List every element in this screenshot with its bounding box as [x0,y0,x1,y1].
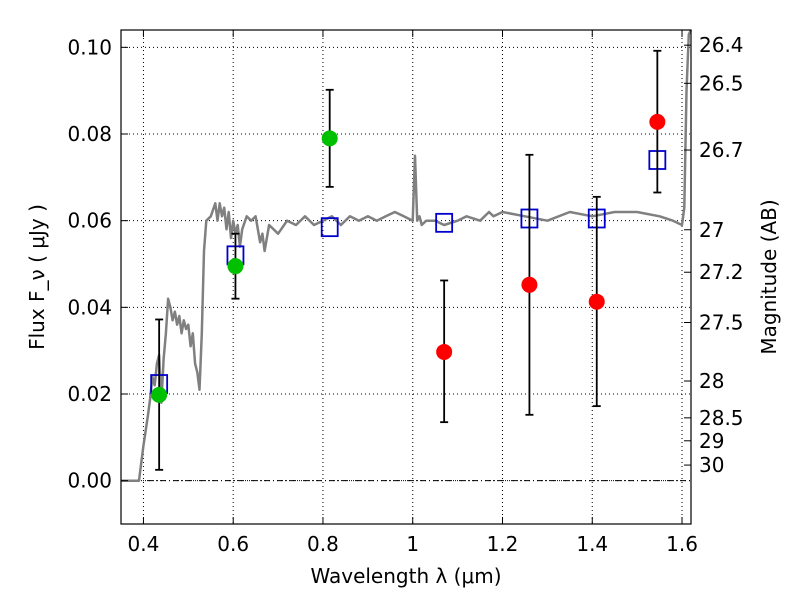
x-axis-label: Wavelength λ (μm) [310,564,501,588]
red-data-point [521,276,538,293]
magnitude-tick-label: 26.4 [699,33,744,57]
magnitude-tick-label: 28 [699,369,724,393]
x-tick-label: 0.6 [217,532,249,556]
y-tick-label: 0.08 [67,122,112,146]
model-box-marker [320,217,339,238]
magnitude-tick-label: 29 [699,429,724,453]
magnitude-tick-label: 27.5 [699,311,744,335]
x-tick-label: 1 [406,532,419,556]
axes-frame [120,29,692,525]
x-tick-label: 1.4 [576,532,608,556]
y-tick-label: 0.00 [67,469,112,493]
magnitude-tick-label: 30 [699,453,724,477]
y-tick-label: 0.10 [67,35,112,59]
magnitude-tick-label: 27.2 [699,260,744,284]
model-spectrum-line [121,29,693,482]
red-data-point [436,343,453,360]
magnitude-tick-label: 28.5 [699,406,744,430]
model-box-marker [435,212,454,233]
x-tick-label: 1.2 [487,532,519,556]
magnitude-tick-label: 26.5 [699,71,744,95]
x-tick-label: 1.6 [666,532,698,556]
magnitude-tick-label: 26.7 [699,138,744,162]
y-tick-label: 0.06 [67,209,112,233]
y-tick-label: 0.02 [67,382,112,406]
red-data-point [649,113,666,130]
y-tick-label: 0.04 [67,295,112,319]
x-tick-label: 0.4 [128,532,160,556]
y-axis-label: Flux F_ν ( μJy ) [25,204,49,350]
green-data-point [151,386,168,403]
y-axis-right-label: Magnitude (AB) [757,199,781,354]
green-data-point [227,258,244,275]
plot-area [120,29,693,525]
green-data-point [321,130,338,147]
red-data-point [588,293,605,310]
x-tick-label: 0.8 [307,532,339,556]
magnitude-tick-label: 27 [699,218,724,242]
